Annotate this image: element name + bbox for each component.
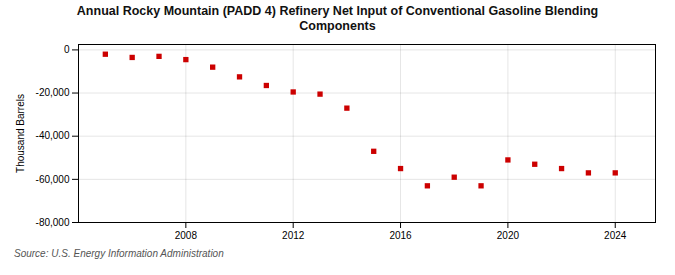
svg-text:2024: 2024 xyxy=(604,230,627,241)
svg-text:-80,000: -80,000 xyxy=(36,217,70,228)
html-text:Annual Rocky Mountain (PADD 4): Annual Rocky Mountain (PADD 4) Refinery … xyxy=(76,4,599,33)
svg-text:2020: 2020 xyxy=(497,230,520,241)
svg-text:Thousand Barrels: Thousand Barrels xyxy=(15,94,26,173)
svg-text:2016: 2016 xyxy=(389,230,412,241)
html-text:Source: U.S. Energy Informatio: Source: U.S. Energy Information Administ… xyxy=(14,248,224,259)
svg-text:2012: 2012 xyxy=(282,230,305,241)
svg-text:-40,000: -40,000 xyxy=(36,130,70,141)
svg-text:2008: 2008 xyxy=(175,230,198,241)
svg-text:-60,000: -60,000 xyxy=(36,174,70,185)
svg-text:-20,000: -20,000 xyxy=(36,87,70,98)
svg-text:0: 0 xyxy=(64,44,70,55)
